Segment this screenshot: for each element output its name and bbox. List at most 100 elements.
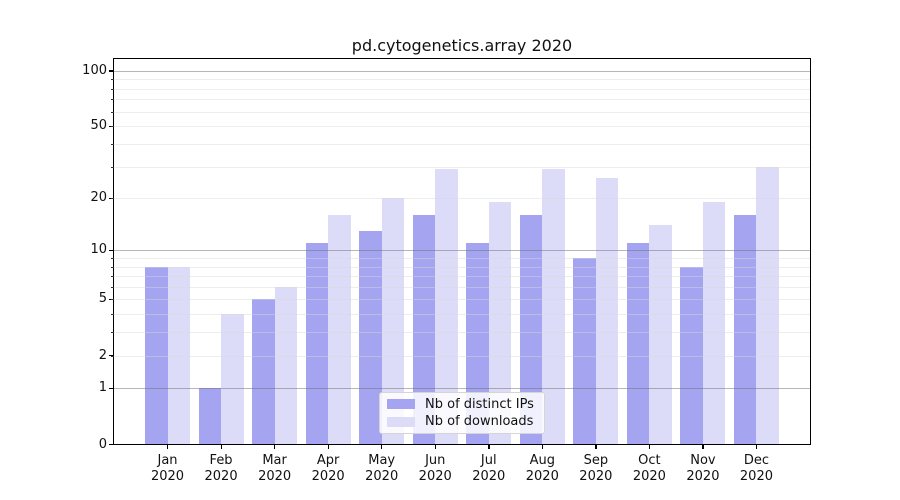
x-tick-label-apr: Apr 2020 — [296, 453, 360, 484]
x-label-year: 2020 — [418, 468, 452, 484]
y-minor-tick-70 — [111, 99, 114, 101]
x-tick-dec — [755, 444, 758, 449]
y-minor-tick-9 — [111, 258, 114, 260]
x-label-month: Jan — [157, 453, 178, 468]
x-label-year: 2020 — [525, 468, 559, 484]
minor-gridline-4 — [114, 314, 810, 316]
legend-label-downloads: Nb of downloads — [425, 414, 534, 430]
x-label-month: Sep — [583, 453, 609, 468]
bar-downloads-jun — [435, 169, 458, 445]
major-gridline-100 — [114, 70, 810, 72]
y-minor-tick-3 — [111, 332, 114, 334]
x-label-year: 2020 — [472, 468, 506, 484]
y-minor-tick-7 — [111, 276, 114, 278]
x-label-year: 2020 — [150, 468, 185, 484]
bar-distinct-ips-feb — [198, 388, 222, 445]
x-label-month: Jul — [480, 453, 497, 468]
x-tick-feb — [220, 444, 222, 449]
x-tick-label-aug: Aug 2020 — [510, 453, 574, 484]
minor-gridline-5 — [114, 299, 810, 301]
bar-distinct-ips-may — [359, 230, 382, 445]
bar-downloads-mar — [274, 286, 298, 445]
y-minor-tick-90 — [111, 79, 114, 81]
x-tick-label-dec: Dec 2020 — [724, 453, 788, 484]
y-tick-label-2: 2 — [98, 347, 107, 363]
y-minor-tick-8 — [111, 266, 114, 268]
y-minor-tick-20 — [111, 198, 114, 200]
minor-gridline-60 — [114, 111, 810, 113]
minor-gridline-90 — [114, 79, 810, 81]
y-tick-1 — [109, 387, 114, 390]
x-label-year: 2020 — [686, 468, 720, 484]
x-tick-label-oct: Oct 2020 — [617, 453, 681, 484]
x-tick-apr — [327, 444, 329, 449]
minor-gridline-50 — [114, 126, 810, 128]
x-tick-label-nov: Nov 2020 — [671, 453, 735, 484]
minor-gridline-6 — [114, 286, 810, 288]
y-tick-10 — [109, 249, 114, 252]
x-tick-label-jan: Jan 2020 — [136, 453, 200, 484]
bar-distinct-ips-aug — [519, 215, 543, 445]
x-label-month: Jun — [425, 453, 446, 468]
x-tick-label-mar: Mar 2020 — [243, 453, 307, 484]
y-minor-tick-40 — [111, 143, 114, 145]
x-label-month: May — [368, 453, 396, 468]
x-tick-label-feb: Feb 2020 — [189, 453, 253, 484]
y-minor-tick-4 — [111, 314, 114, 316]
x-label-year: 2020 — [632, 468, 666, 484]
x-label-year: 2020 — [579, 468, 613, 484]
bar-distinct-ips-sep — [573, 258, 596, 445]
y-minor-tick-2 — [111, 355, 114, 357]
x-label-year: 2020 — [204, 468, 238, 484]
x-label-month: Oct — [638, 453, 661, 468]
legend-entry-distinct-ips: Nb of distinct IPs — [387, 396, 537, 413]
y-tick-label-5: 5 — [98, 291, 107, 307]
minor-gridline-9 — [114, 258, 810, 260]
y-tick-label-0: 0 — [98, 436, 107, 452]
y-minor-tick-6 — [111, 286, 114, 288]
minor-gridline-2 — [114, 355, 810, 357]
bar-downloads-may — [381, 198, 405, 445]
x-label-month: Apr — [316, 453, 340, 468]
bar-downloads-oct — [649, 225, 672, 445]
bar-distinct-ips-nov — [680, 266, 703, 445]
minor-gridline-40 — [114, 143, 810, 145]
y-minor-tick-30 — [111, 166, 114, 168]
x-tick-aug — [541, 444, 544, 449]
x-tick-jun — [434, 444, 437, 449]
y-tick-label-20: 20 — [90, 190, 107, 206]
chart-title: pd.cytogenetics.array 2020 — [351, 36, 573, 55]
x-tick-label-may: May 2020 — [350, 453, 414, 484]
y-minor-tick-60 — [111, 111, 114, 113]
minor-gridline-80 — [114, 88, 810, 90]
minor-gridline-7 — [114, 276, 810, 278]
legend: Nb of distinct IPs Nb of downloads — [379, 392, 545, 434]
x-tick-may — [381, 444, 383, 449]
bar-downloads-jan — [167, 266, 191, 445]
x-tick-sep — [595, 444, 597, 449]
x-tick-mar — [274, 444, 276, 449]
y-tick-label-10: 10 — [90, 242, 107, 258]
minor-gridline-70 — [114, 99, 810, 101]
x-tick-jan — [167, 444, 169, 449]
bar-downloads-jul — [488, 201, 512, 445]
x-tick-nov — [702, 444, 704, 449]
x-label-month: Feb — [209, 453, 233, 468]
x-label-month: Aug — [529, 453, 555, 468]
legend-entry-downloads: Nb of downloads — [387, 413, 537, 430]
major-gridline-1 — [114, 388, 810, 390]
major-gridline-10 — [114, 250, 810, 252]
x-label-month: Dec — [743, 453, 770, 468]
y-tick-label-100: 100 — [82, 62, 107, 78]
bar-distinct-ips-apr — [305, 243, 329, 445]
x-tick-label-jul: Jul 2020 — [457, 453, 521, 484]
x-tick-jul — [488, 444, 490, 449]
minor-gridline-3 — [114, 332, 810, 334]
y-tick-0 — [109, 444, 114, 446]
y-tick-100 — [109, 70, 114, 72]
x-tick-label-jun: Jun 2020 — [403, 453, 467, 484]
bar-distinct-ips-mar — [252, 299, 275, 445]
bar-downloads-sep — [595, 177, 619, 445]
bar-downloads-feb — [221, 314, 244, 445]
